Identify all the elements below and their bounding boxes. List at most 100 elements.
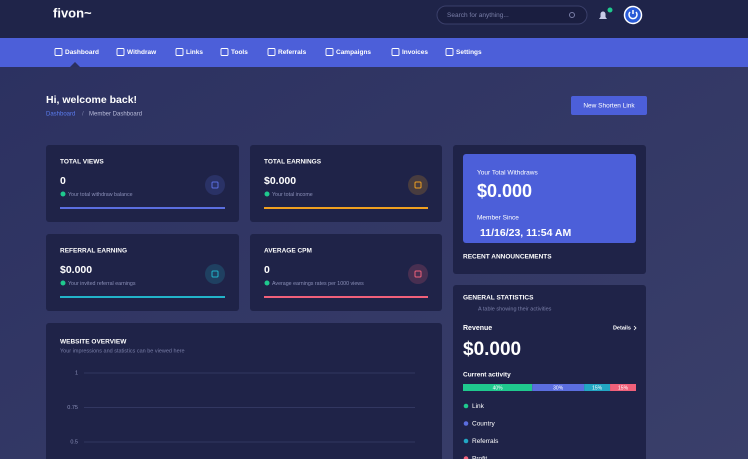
stat-note: Average earnings rates per 1000 views — [272, 281, 364, 287]
note-icon — [264, 280, 270, 286]
details-chevron — [633, 325, 637, 331]
details-link[interactable]: Details — [613, 325, 631, 331]
stat-note: Your total withdraw balance — [68, 192, 133, 198]
y-tick-label: 0.5 — [70, 439, 78, 445]
withdraw-label: Your Total Withdraws — [477, 170, 538, 177]
note-icon — [60, 280, 66, 286]
legend-label: Profit — [472, 456, 487, 459]
legend-dot — [463, 438, 469, 444]
stat-icon — [414, 181, 422, 189]
segment-label: 15% — [592, 385, 603, 391]
legend-dot — [463, 421, 469, 426]
nav-item[interactable]: Links — [186, 49, 203, 56]
breadcrumb-link[interactable]: Dashboard — [46, 112, 75, 118]
nav-item[interactable]: Settings — [456, 49, 482, 56]
note-icon — [264, 191, 270, 197]
general-title: GENERAL STATISTICS — [463, 295, 534, 302]
revenue-label: Revenue — [463, 325, 492, 332]
nav-icon — [267, 48, 276, 56]
legend-dot — [463, 403, 469, 409]
nav-icon — [391, 48, 400, 56]
stat-value: 0 — [60, 175, 66, 187]
greeting: Hi, welcome back! — [46, 94, 137, 106]
button-label: New Shorten Link — [583, 103, 635, 110]
stat-card — [46, 145, 239, 222]
withdraw-card — [463, 154, 636, 243]
stat-icon-bg — [205, 175, 225, 195]
y-tick-label: 1 — [75, 370, 78, 376]
search-icon — [569, 12, 575, 18]
note-icon — [60, 191, 66, 197]
general-card — [453, 285, 646, 459]
segment-label: 15% — [618, 385, 629, 391]
nav-icon — [325, 48, 334, 56]
member-label: Member Since — [477, 215, 519, 222]
stat-icon-bg — [205, 264, 225, 284]
stat-note: Your invited referral earnings — [68, 281, 136, 287]
stat-title: TOTAL VIEWS — [60, 159, 104, 166]
stat-note: Your total income — [272, 192, 313, 198]
breadcrumb-current: Member Dashboard — [89, 112, 142, 118]
stat-bar — [264, 207, 428, 209]
legend-dot — [463, 456, 469, 459]
stat-icon — [211, 181, 219, 189]
stat-title: TOTAL EARNINGS — [264, 159, 322, 166]
stat-value: $0.000 — [264, 175, 296, 187]
overview-subtitle: Your impressions and statistics can be v… — [60, 348, 185, 354]
nav-bar — [0, 38, 748, 67]
power-icon — [628, 10, 638, 20]
nav-icon — [54, 48, 63, 56]
stat-icon-bg — [408, 175, 428, 195]
stat-icon — [414, 270, 422, 278]
withdraw-value: $0.000 — [477, 181, 532, 201]
member-date: 11/16/23, 11:54 AM — [480, 227, 572, 239]
nav-icon — [116, 48, 125, 56]
nav-item[interactable]: Dashboard — [65, 49, 99, 56]
stat-bar — [264, 296, 428, 298]
announcements-title: RECENT ANNOUNCEMENTS — [463, 254, 552, 261]
notification-dot — [607, 7, 613, 13]
new-link-button[interactable] — [571, 96, 647, 115]
nav-item[interactable]: Tools — [231, 49, 248, 56]
breadcrumb-separator: / — [82, 112, 84, 118]
segment-label: 40% — [493, 385, 504, 391]
nav-icon — [175, 48, 184, 56]
stat-icon — [211, 270, 219, 278]
activity-segment — [463, 384, 533, 391]
revenue-value: $0.000 — [463, 339, 521, 360]
bell-icon[interactable] — [599, 11, 607, 20]
legend-label: Link — [472, 403, 485, 410]
nav-item[interactable]: Withdraw — [127, 49, 157, 56]
search-placeholder: Search for anything... — [447, 12, 509, 19]
overview-title: WEBSITE OVERVIEW — [60, 339, 127, 346]
stat-card — [46, 234, 239, 311]
nav-item[interactable]: Invoices — [402, 49, 428, 56]
nav-icon — [445, 48, 454, 56]
overview-card — [46, 323, 442, 459]
stat-icon-bg — [408, 264, 428, 284]
nav-icon — [220, 48, 229, 56]
activity-label: Current activity — [463, 372, 511, 379]
stat-title: REFERRAL EARNING — [60, 248, 127, 255]
stat-value: 0 — [264, 264, 270, 276]
logo[interactable]: fivon~ — [53, 5, 92, 20]
segment-label: 30% — [553, 385, 564, 391]
stat-title: AVERAGE CPM — [264, 248, 312, 255]
avatar[interactable] — [623, 5, 643, 25]
stat-bar — [60, 296, 225, 298]
general-subtitle: A table showing their activities — [478, 306, 552, 312]
search-box[interactable] — [436, 5, 588, 25]
stat-bar — [60, 207, 225, 209]
nav-item[interactable]: Referrals — [278, 49, 307, 56]
stat-card — [250, 234, 442, 311]
nav-item[interactable]: Campaigns — [336, 49, 371, 56]
legend-label: Referrals — [472, 438, 499, 445]
activity-segment — [584, 384, 611, 391]
y-tick-label: 0.75 — [67, 405, 78, 411]
activity-segment — [610, 384, 636, 391]
nav-indicator — [70, 62, 80, 67]
top-bar — [0, 0, 748, 38]
legend-label: Country — [472, 421, 496, 428]
